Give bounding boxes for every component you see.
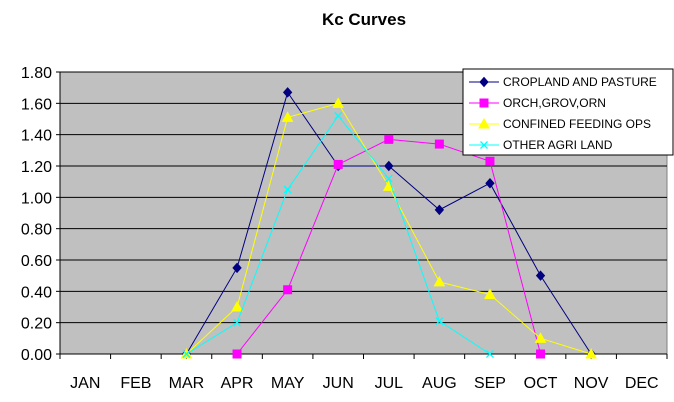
data-point [283,285,293,295]
data-point [536,349,546,359]
data-point [434,204,445,216]
data-point [485,156,495,166]
legend-item: OTHER AGRI LAND [469,138,613,152]
data-point-stroke [182,350,191,358]
data-point [484,288,496,299]
x-tick-label: MAY [271,375,305,392]
x-tick-label: MAR [169,375,205,392]
data-point-stroke [233,318,242,327]
data-point [231,300,243,312]
x-axis: JAN FEB MAR APR MAY JUN JUL AUG SEP OCT NOV DEC [59,353,668,392]
data-point [434,139,444,149]
x-tick-label: SEP [474,375,506,392]
legend-swatch-marker-stroke [480,141,488,149]
legend-label: OTHER AGRI LAND [503,138,613,152]
legend-box [462,68,674,156]
data-point [384,134,394,144]
x-tick-label: APR [221,375,254,392]
legend-label: ORCH,GROV,ORN [503,96,606,110]
legend-swatch-marker [479,76,489,88]
data-point [282,87,293,98]
data-point-stroke [334,111,343,120]
legend-item: CROPLAND AND PASTURE [469,75,657,89]
chart-title: Kc Curves [322,10,406,29]
data-point [435,317,444,326]
x-tick-label: OCT [524,375,558,392]
data-point [334,111,343,120]
data-point [384,174,393,183]
x-tick-label: AUG [422,375,457,392]
y-axis: 0.00 0.20 0.40 0.60 0.80 1.00 1.20 1.40 1.60 1.80 [21,65,61,364]
legend-item: ORCH,GROV,ORN [469,96,606,110]
data-point [384,160,394,172]
data-point [433,275,446,287]
legend-swatch-marker [480,141,488,149]
data-point [283,185,292,194]
data-point-stroke [283,185,292,194]
data-point [585,347,597,359]
series-3 [180,97,597,359]
series-2 [232,134,546,359]
data-point [535,270,546,281]
data-point [485,177,495,189]
data-point [485,350,494,358]
y-tick-label: 1.60 [21,96,52,113]
y-tick-label: 1.40 [21,128,52,145]
y-tick-label: 0.20 [21,316,52,333]
data-point [232,349,242,359]
legend: CROPLAND AND PASTURE ORCH,GROV,ORN CONFINE… [462,68,674,156]
legend-label: CROPLAND AND PASTURE [503,75,657,89]
data-point [232,262,242,274]
legend-item: CONFINED FEEDING OPS [469,117,651,131]
data-point [534,332,547,343]
data-point-stroke [485,350,494,358]
y-tick-label: 0.40 [21,284,52,301]
data-point [333,159,343,169]
y-tick-label: 0.60 [21,253,52,270]
y-tick-label: 0.80 [21,222,52,239]
legend-swatch-marker [478,117,490,129]
data-point-stroke [435,317,444,326]
data-point [281,111,294,122]
legend-label: CONFINED FEEDING OPS [503,117,651,131]
series-4 [182,111,494,358]
y-tick-label: 1.00 [21,190,52,207]
y-tick-label: 1.80 [21,65,52,82]
y-tick-label: 1.20 [21,159,52,176]
x-tick-label: DEC [625,375,659,392]
x-tick-label: JUL [375,375,404,392]
x-tick-label: NOV [574,375,609,392]
data-point [233,318,242,327]
data-point [182,350,191,358]
data-point [332,97,345,108]
x-tick-label: FEB [120,375,151,392]
series-layer [180,87,597,360]
x-tick-label: JAN [70,375,100,392]
legend-swatch-marker [479,98,489,108]
x-tick-label: JUN [323,375,354,392]
data-point-stroke [384,174,393,183]
y-tick-label: 0.00 [21,347,52,364]
